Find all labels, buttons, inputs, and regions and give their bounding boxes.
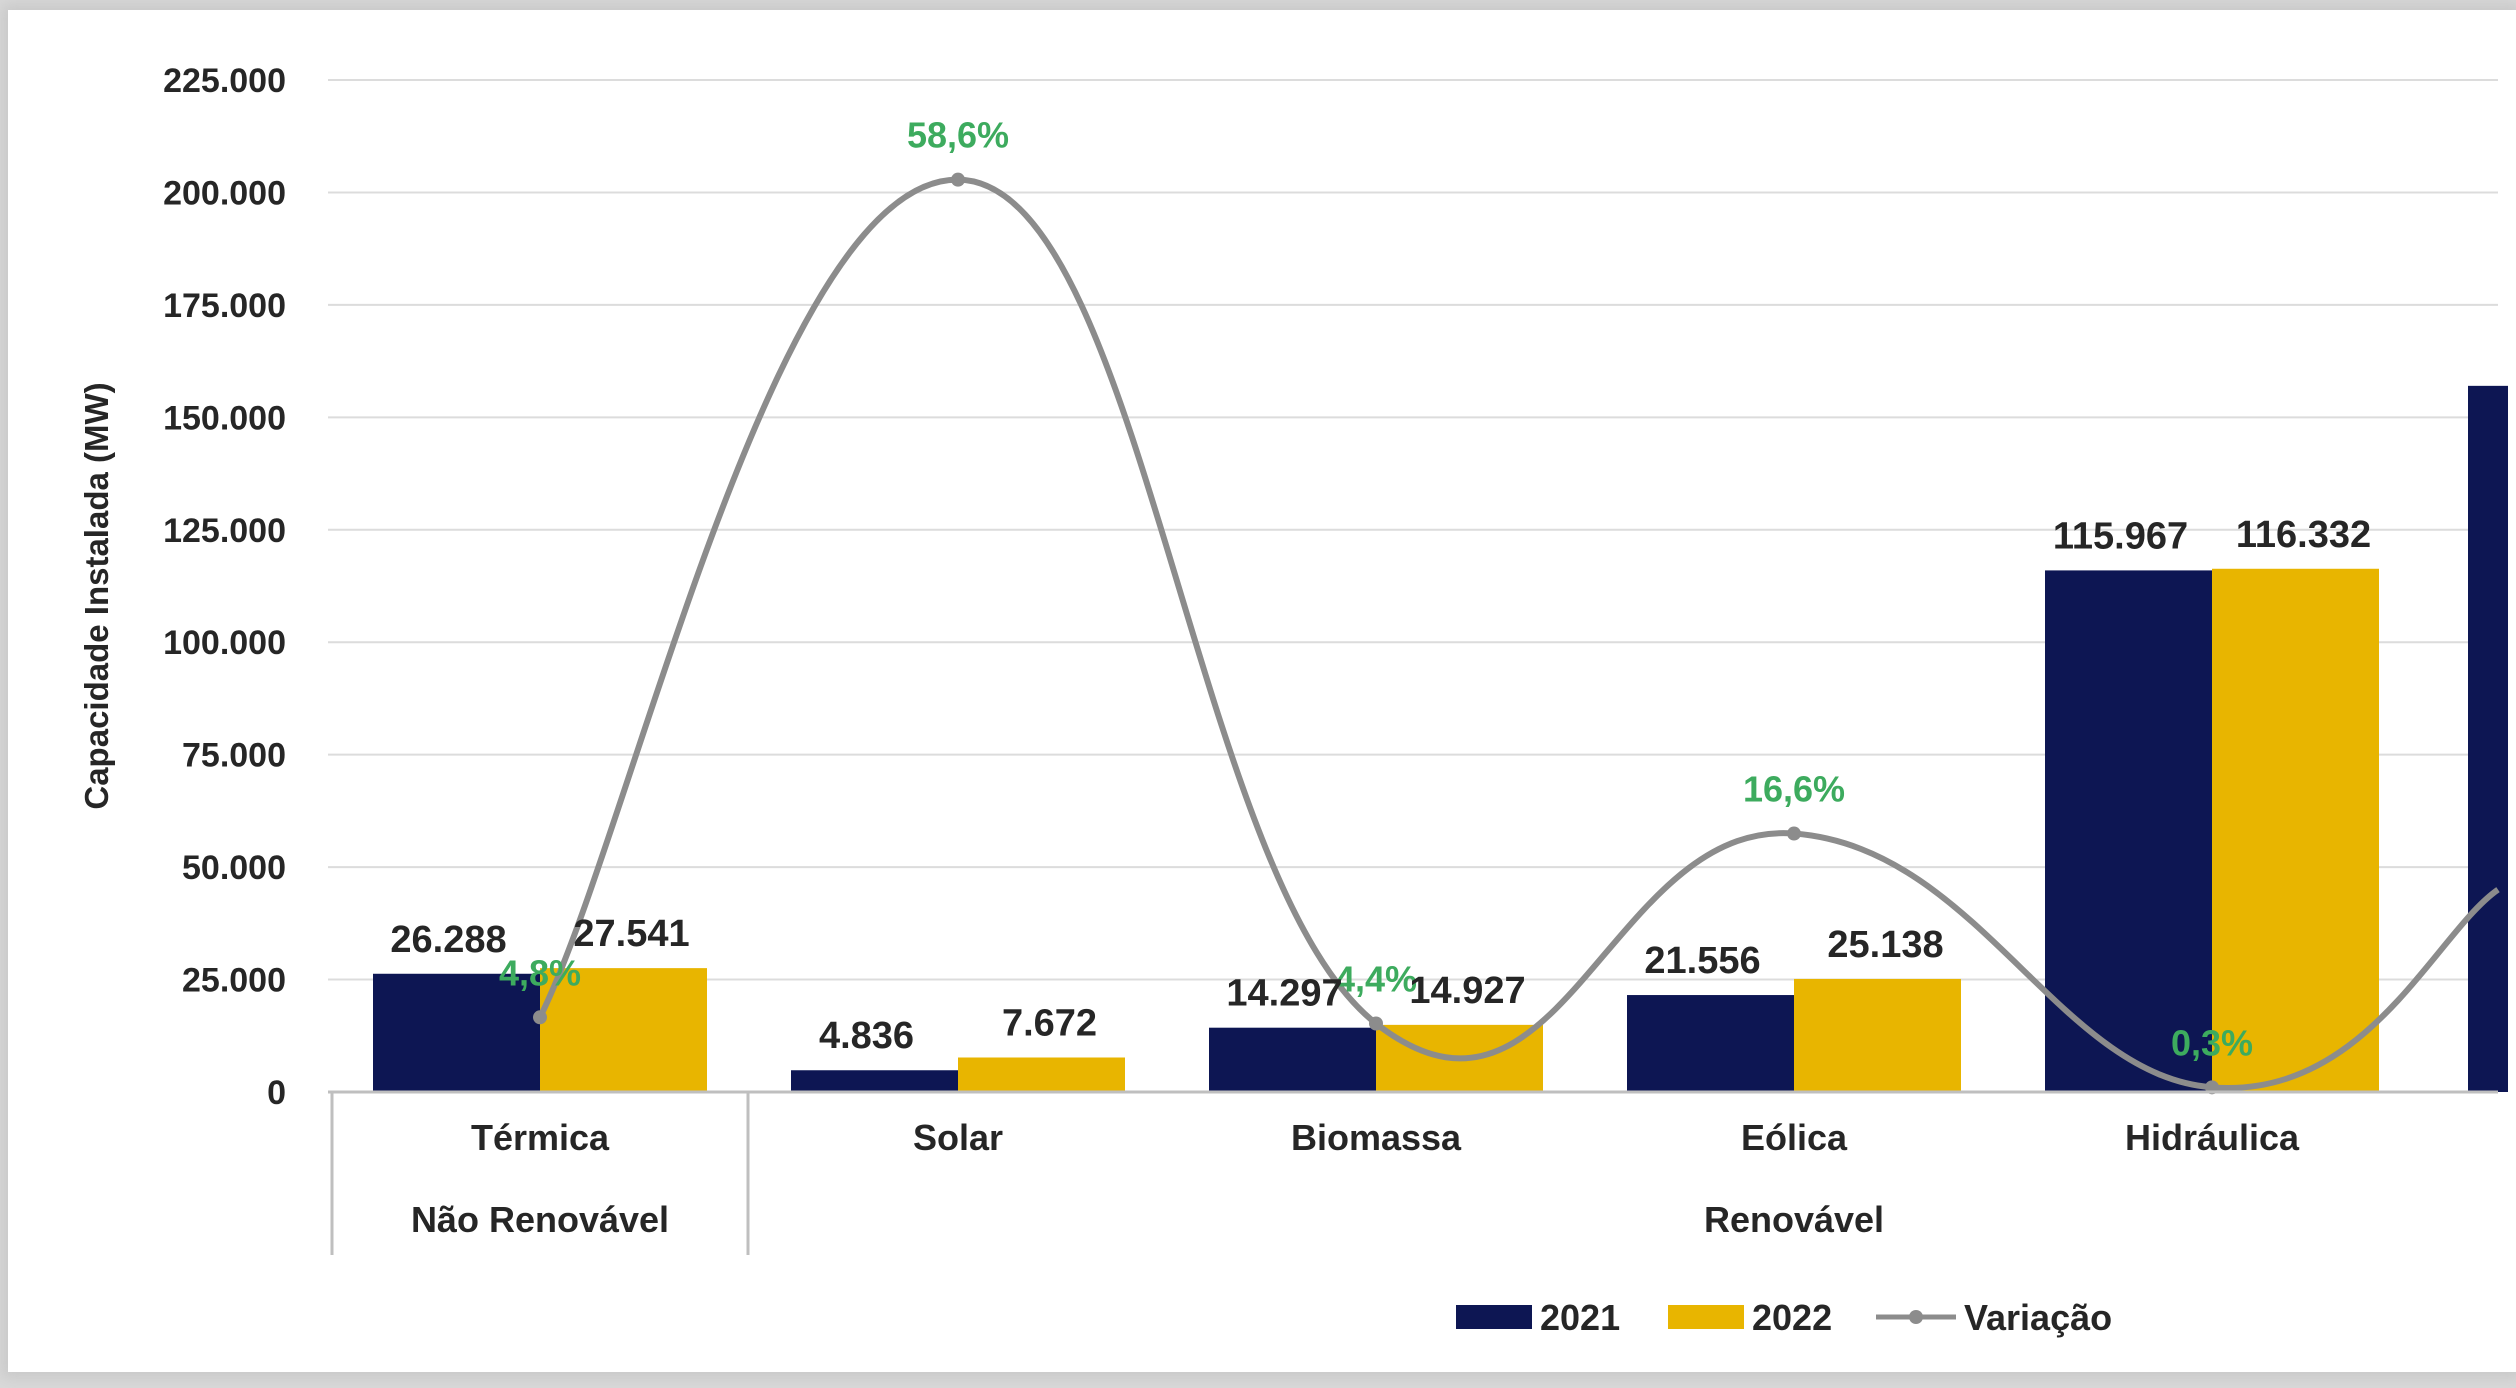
data-label-2022: 116.332 [2236,514,2371,556]
variacao-label: 4,4% [1335,958,1417,999]
variacao-label: 0,3% [2171,1022,2253,1063]
y-axis-label: Capacidade Instalada (MW) [78,382,115,809]
variacao-label: 58,6% [907,115,1009,156]
bar-2022-térmica [540,968,707,1092]
chart-frame: 0 25.000 50.000 75.000 100.000 125.000 150.000… [8,10,2516,1372]
data-label-2021: 21.556 [1644,940,1760,982]
variacao-point-solar [951,172,965,187]
bar-2022-hidráulica [2212,568,2379,1092]
bar-2022-eólica [1794,978,1961,1092]
legend: 2021 2022 Variação [1456,1297,2112,1338]
variacao-label: 4,8% [499,952,581,993]
legend-swatch-2022 [1668,1305,1744,1329]
data-label-2021: 4.836 [819,1015,914,1057]
y-tick-label: 75.000 [182,737,286,775]
data-label-2022: 25.138 [1827,924,1943,966]
data-label-2022: 27.541 [573,913,689,955]
bar-2021-térmica [373,973,540,1092]
bar-2021-solar [791,1070,958,1092]
variacao-point-eólica [1787,826,1801,841]
x-category-label: Térmica [471,1117,610,1158]
x-category-label: Hidráulica [2125,1117,2300,1158]
y-tick-label: 100.000 [163,624,286,662]
legend-swatch-2021 [1456,1305,1532,1329]
data-label-2022: 14.927 [1409,970,1525,1012]
bar-2021-biomassa [1209,1027,1376,1092]
y-tick-label: 225.000 [163,62,286,100]
y-tick-label: 150.000 [163,399,286,437]
x-category-label: Biomassa [1291,1117,1462,1158]
data-label-2022: 7.672 [1002,1002,1097,1044]
legend-label-variacao: Variação [1964,1297,2112,1338]
data-label-2021: 14.297 [1226,973,1342,1015]
y-tick-label: 175.000 [163,287,286,325]
data-label-2021: 115.967 [2053,515,2188,557]
variacao-line: 4,8% 58,6% 4,4% 16,6% 0,3% [499,115,2500,1095]
x-category-label: Solar [913,1117,1003,1158]
legend-label-2022: 2022 [1752,1297,1832,1338]
x-category-label: Eólica [1741,1117,1848,1158]
y-tick-label: 200.000 [163,174,286,212]
y-axis-ticks: 0 25.000 50.000 75.000 100.000 125.000 150.000… [163,62,286,1112]
data-labels: 26.288 27.541 4.836 7.672 14.297 14.927 21.556… [390,514,2371,1057]
bar-2021-hidráulica [2045,570,2212,1092]
x-group-label-nao-renovavel: Não Renovável [411,1199,669,1240]
x-axis: Térmica Solar Biomassa Eólica Hidráulica Não … [328,1090,2498,1255]
bar-partial-cropped [2468,385,2508,1092]
y-tick-label: 50.000 [182,849,286,887]
bars [373,385,2508,1092]
chart: 0 25.000 50.000 75.000 100.000 125.000 150.000… [78,62,2508,1338]
variacao-label: 16,6% [1743,769,1845,810]
data-label-2021: 26.288 [390,919,506,961]
y-tick-label: 25.000 [182,962,286,1000]
bar-2021-eólica [1627,995,1794,1092]
gridlines [328,79,2498,981]
variacao-curve [537,176,2500,1091]
legend-label-2021: 2021 [1540,1297,1620,1338]
bar-2022-solar [958,1057,1125,1092]
variacao-point-biomassa [1369,1016,1383,1031]
legend-marker-variacao [1909,1310,1923,1324]
y-tick-label: 125.000 [163,512,286,550]
y-tick-label: 0 [267,1074,286,1112]
x-group-label-renovavel: Renovável [1704,1199,1884,1240]
variacao-point-térmica [533,1010,547,1025]
